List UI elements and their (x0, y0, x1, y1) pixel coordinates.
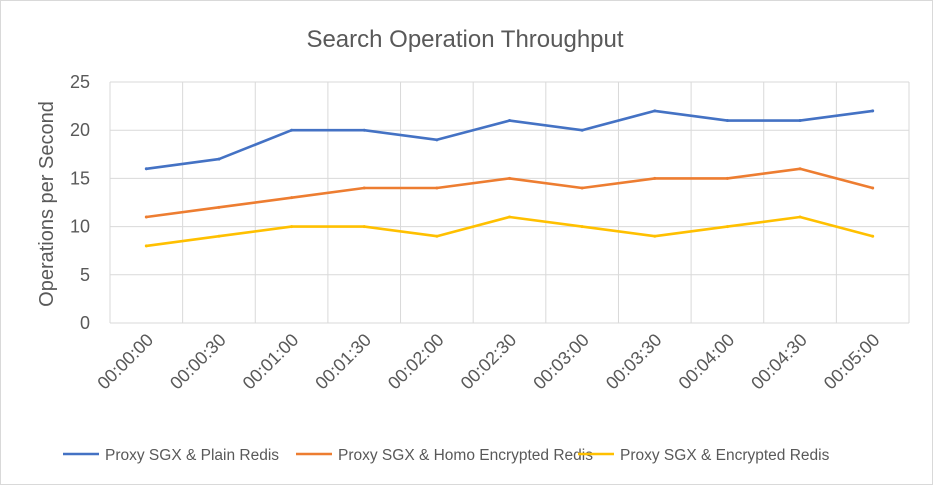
legend-label: Proxy SGX & Homo Encrypted Redis (338, 447, 593, 464)
x-tick-label: 00:05:00 (820, 330, 884, 394)
data-point (871, 186, 875, 190)
y-tick-label: 10 (70, 217, 90, 237)
data-point (798, 215, 802, 219)
data-point (653, 109, 657, 113)
gridlines (109, 81, 910, 324)
data-point (580, 128, 584, 132)
y-tick-label: 25 (70, 72, 90, 92)
data-point (217, 205, 221, 209)
x-tick-label: 00:04:00 (675, 330, 739, 394)
data-point (435, 186, 439, 190)
data-point (798, 119, 802, 123)
data-point (290, 196, 294, 200)
data-point (653, 234, 657, 238)
x-tick-label: 00:01:30 (311, 330, 375, 394)
legend: Proxy SGX & Plain Redis Proxy SGX & Homo … (63, 447, 830, 464)
x-tick-label: 00:04:30 (747, 330, 811, 394)
legend-label: Proxy SGX & Encrypted Redis (620, 447, 830, 464)
data-point (435, 138, 439, 142)
y-tick-label: 20 (70, 120, 90, 140)
data-point (362, 128, 366, 132)
data-point (144, 215, 148, 219)
y-tick-label: 0 (80, 313, 90, 333)
data-point (362, 186, 366, 190)
chart-title: Search Operation Throughput (306, 26, 623, 53)
data-point (580, 186, 584, 190)
x-tick-label: 00:02:30 (457, 330, 521, 394)
x-tick-label: 00:02:00 (384, 330, 448, 394)
y-tick-label: 15 (70, 168, 90, 188)
x-tick-label: 00:03:00 (529, 330, 593, 394)
data-point (725, 176, 729, 180)
data-point (508, 176, 511, 180)
series-lines (144, 109, 875, 248)
y-tick-label: 5 (80, 265, 90, 285)
data-point (508, 119, 511, 123)
y-tick-labels: 0 5 10 15 20 25 (70, 72, 90, 333)
legend-label: Proxy SGX & Plain Redis (105, 447, 279, 464)
data-point (653, 176, 657, 180)
data-point (725, 119, 729, 123)
x-tick-label: 00:01:00 (239, 330, 303, 394)
y-axis-label: Operations per Second (36, 101, 58, 307)
data-point (725, 225, 729, 229)
data-point (144, 244, 148, 248)
data-point (798, 167, 802, 171)
data-point (871, 234, 875, 238)
data-point (290, 128, 294, 132)
x-tick-label: 00:03:30 (602, 330, 666, 394)
data-point (871, 109, 875, 113)
data-point (290, 225, 294, 229)
x-tick-labels: 00:00:00 00:00:30 00:01:00 00:01:30 00:02:00… (93, 330, 883, 394)
data-point (508, 215, 511, 219)
data-point (217, 157, 221, 161)
data-point (580, 225, 584, 229)
data-point (217, 234, 221, 238)
data-point (362, 225, 366, 229)
data-point (144, 167, 148, 171)
data-point (435, 234, 439, 238)
x-tick-label: 00:00:30 (166, 330, 230, 394)
x-tick-label: 00:00:00 (93, 330, 157, 394)
